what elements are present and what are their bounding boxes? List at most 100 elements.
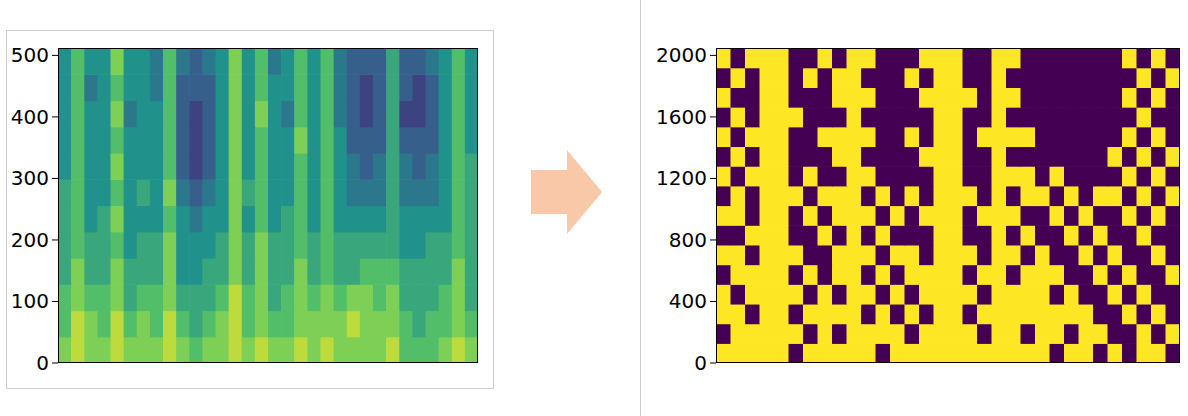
cell [1166, 68, 1181, 88]
cell [216, 232, 230, 259]
cell [189, 337, 203, 363]
cell [137, 258, 151, 285]
cell [1079, 87, 1094, 107]
cell [731, 186, 746, 206]
cell [71, 337, 85, 363]
cell [1064, 48, 1079, 68]
cell [111, 337, 125, 363]
cell [876, 107, 891, 127]
cell [321, 284, 335, 311]
cell [745, 245, 760, 265]
cell [255, 232, 269, 259]
cell [1137, 225, 1152, 245]
cell [1079, 324, 1094, 344]
cell [948, 324, 963, 344]
cell [386, 206, 400, 233]
cell [386, 232, 400, 259]
cell [1108, 206, 1123, 226]
cell [1079, 265, 1094, 285]
cell [774, 304, 789, 324]
cell [861, 284, 876, 304]
cell [111, 74, 125, 101]
cell [1137, 127, 1152, 147]
cell [439, 74, 453, 101]
cell [189, 206, 203, 233]
cell [360, 258, 374, 285]
cell [1064, 68, 1079, 88]
cell [229, 101, 243, 128]
cell [163, 206, 177, 233]
cell [373, 179, 387, 206]
cell [948, 186, 963, 206]
cell [876, 343, 891, 363]
cell [847, 343, 862, 363]
cell [948, 225, 963, 245]
cell [716, 68, 731, 88]
y-tick [710, 116, 716, 117]
cell [1137, 186, 1152, 206]
cell [1021, 245, 1036, 265]
cell [992, 166, 1007, 186]
cell [1122, 87, 1137, 107]
cell [919, 186, 934, 206]
cell [1137, 146, 1152, 166]
cell [1093, 107, 1108, 127]
cell [294, 101, 308, 128]
cell [1151, 206, 1166, 226]
cell [905, 127, 920, 147]
cell [919, 225, 934, 245]
cell [803, 127, 818, 147]
plot-frame [59, 49, 478, 363]
cell [716, 324, 731, 344]
cell [321, 127, 335, 154]
y-tick [710, 55, 716, 56]
cell [905, 245, 920, 265]
cell [977, 127, 992, 147]
cell [934, 304, 949, 324]
cell [97, 337, 111, 363]
cell [716, 265, 731, 285]
cell [465, 153, 478, 180]
cell [242, 179, 256, 206]
cell [774, 206, 789, 226]
cell [1050, 245, 1065, 265]
cell [847, 284, 862, 304]
cell [412, 153, 426, 180]
cell [948, 87, 963, 107]
cell [321, 311, 335, 338]
cell [1050, 343, 1065, 363]
cell [716, 284, 731, 304]
cell [934, 245, 949, 265]
cell [919, 146, 934, 166]
cell [861, 107, 876, 127]
cell [731, 245, 746, 265]
cell [774, 284, 789, 304]
cell [84, 101, 98, 128]
cell [789, 245, 804, 265]
cell [137, 74, 151, 101]
cell [386, 127, 400, 154]
cell [992, 265, 1007, 285]
cell [1021, 127, 1036, 147]
cell [977, 48, 992, 68]
cell [373, 258, 387, 285]
cell [307, 258, 321, 285]
cell [1021, 206, 1036, 226]
cell [176, 284, 190, 311]
cell [1122, 146, 1137, 166]
cell [919, 48, 934, 68]
cell [1035, 284, 1050, 304]
cell [84, 258, 98, 285]
cell [905, 324, 920, 344]
cell [1021, 68, 1036, 88]
cell [948, 127, 963, 147]
cell [294, 127, 308, 154]
y-tick [710, 239, 716, 240]
cell [1166, 245, 1181, 265]
cell [832, 225, 847, 245]
cell [716, 127, 731, 147]
cell [229, 337, 243, 363]
cell [150, 127, 164, 154]
cell [876, 225, 891, 245]
cell [977, 265, 992, 285]
